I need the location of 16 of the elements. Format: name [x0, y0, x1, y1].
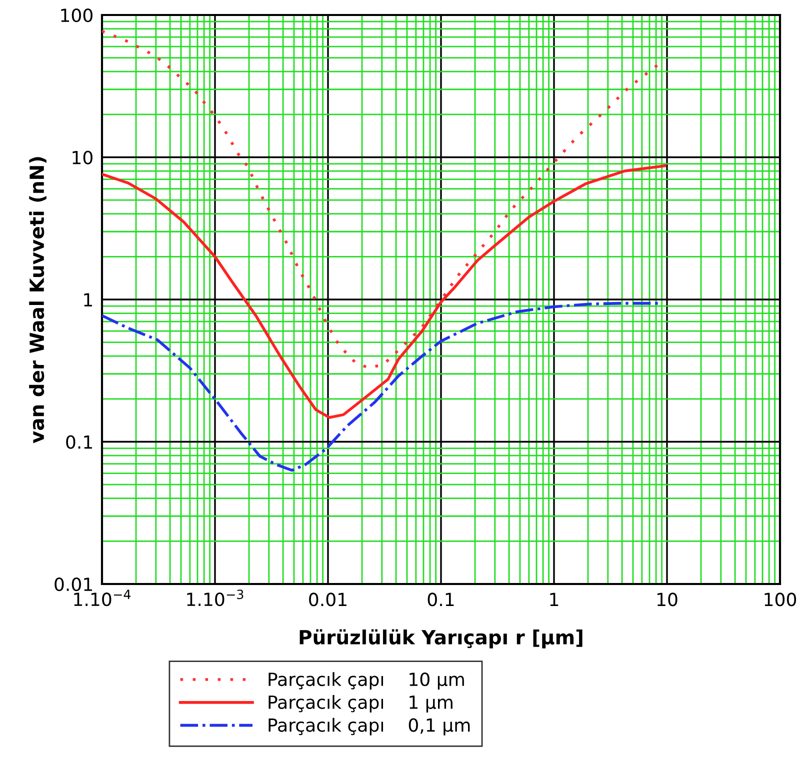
y-axis-title: van der Waal Kuvveti (nN): [29, 157, 46, 444]
legend-label: Parçacık çapı 10 μm: [268, 672, 464, 690]
x-axis-title: Pürüzlülük Yarıçapı r [μm]: [300, 629, 582, 648]
x-tick-label: 0.01: [309, 592, 346, 606]
y-tick-label: 100: [61, 8, 92, 22]
x-tick-label: 10: [657, 592, 678, 606]
legend-label: Parçacık çapı 1 μm: [268, 695, 452, 713]
legend-label: Parçacık çapı 0,1 μm: [268, 718, 470, 736]
x-tick-label: 100: [764, 592, 796, 606]
x-tick-label: 1: [550, 592, 558, 606]
y-tick-label: 1: [84, 293, 92, 306]
y-tick-label: 0.1: [66, 435, 92, 449]
y-tick-label: 0.01: [54, 577, 92, 592]
x-tick-label: 1.10$^{−3}$: [187, 590, 244, 606]
y-tick-label: 10: [72, 150, 92, 164]
x-tick-label: 0.1: [428, 592, 454, 606]
